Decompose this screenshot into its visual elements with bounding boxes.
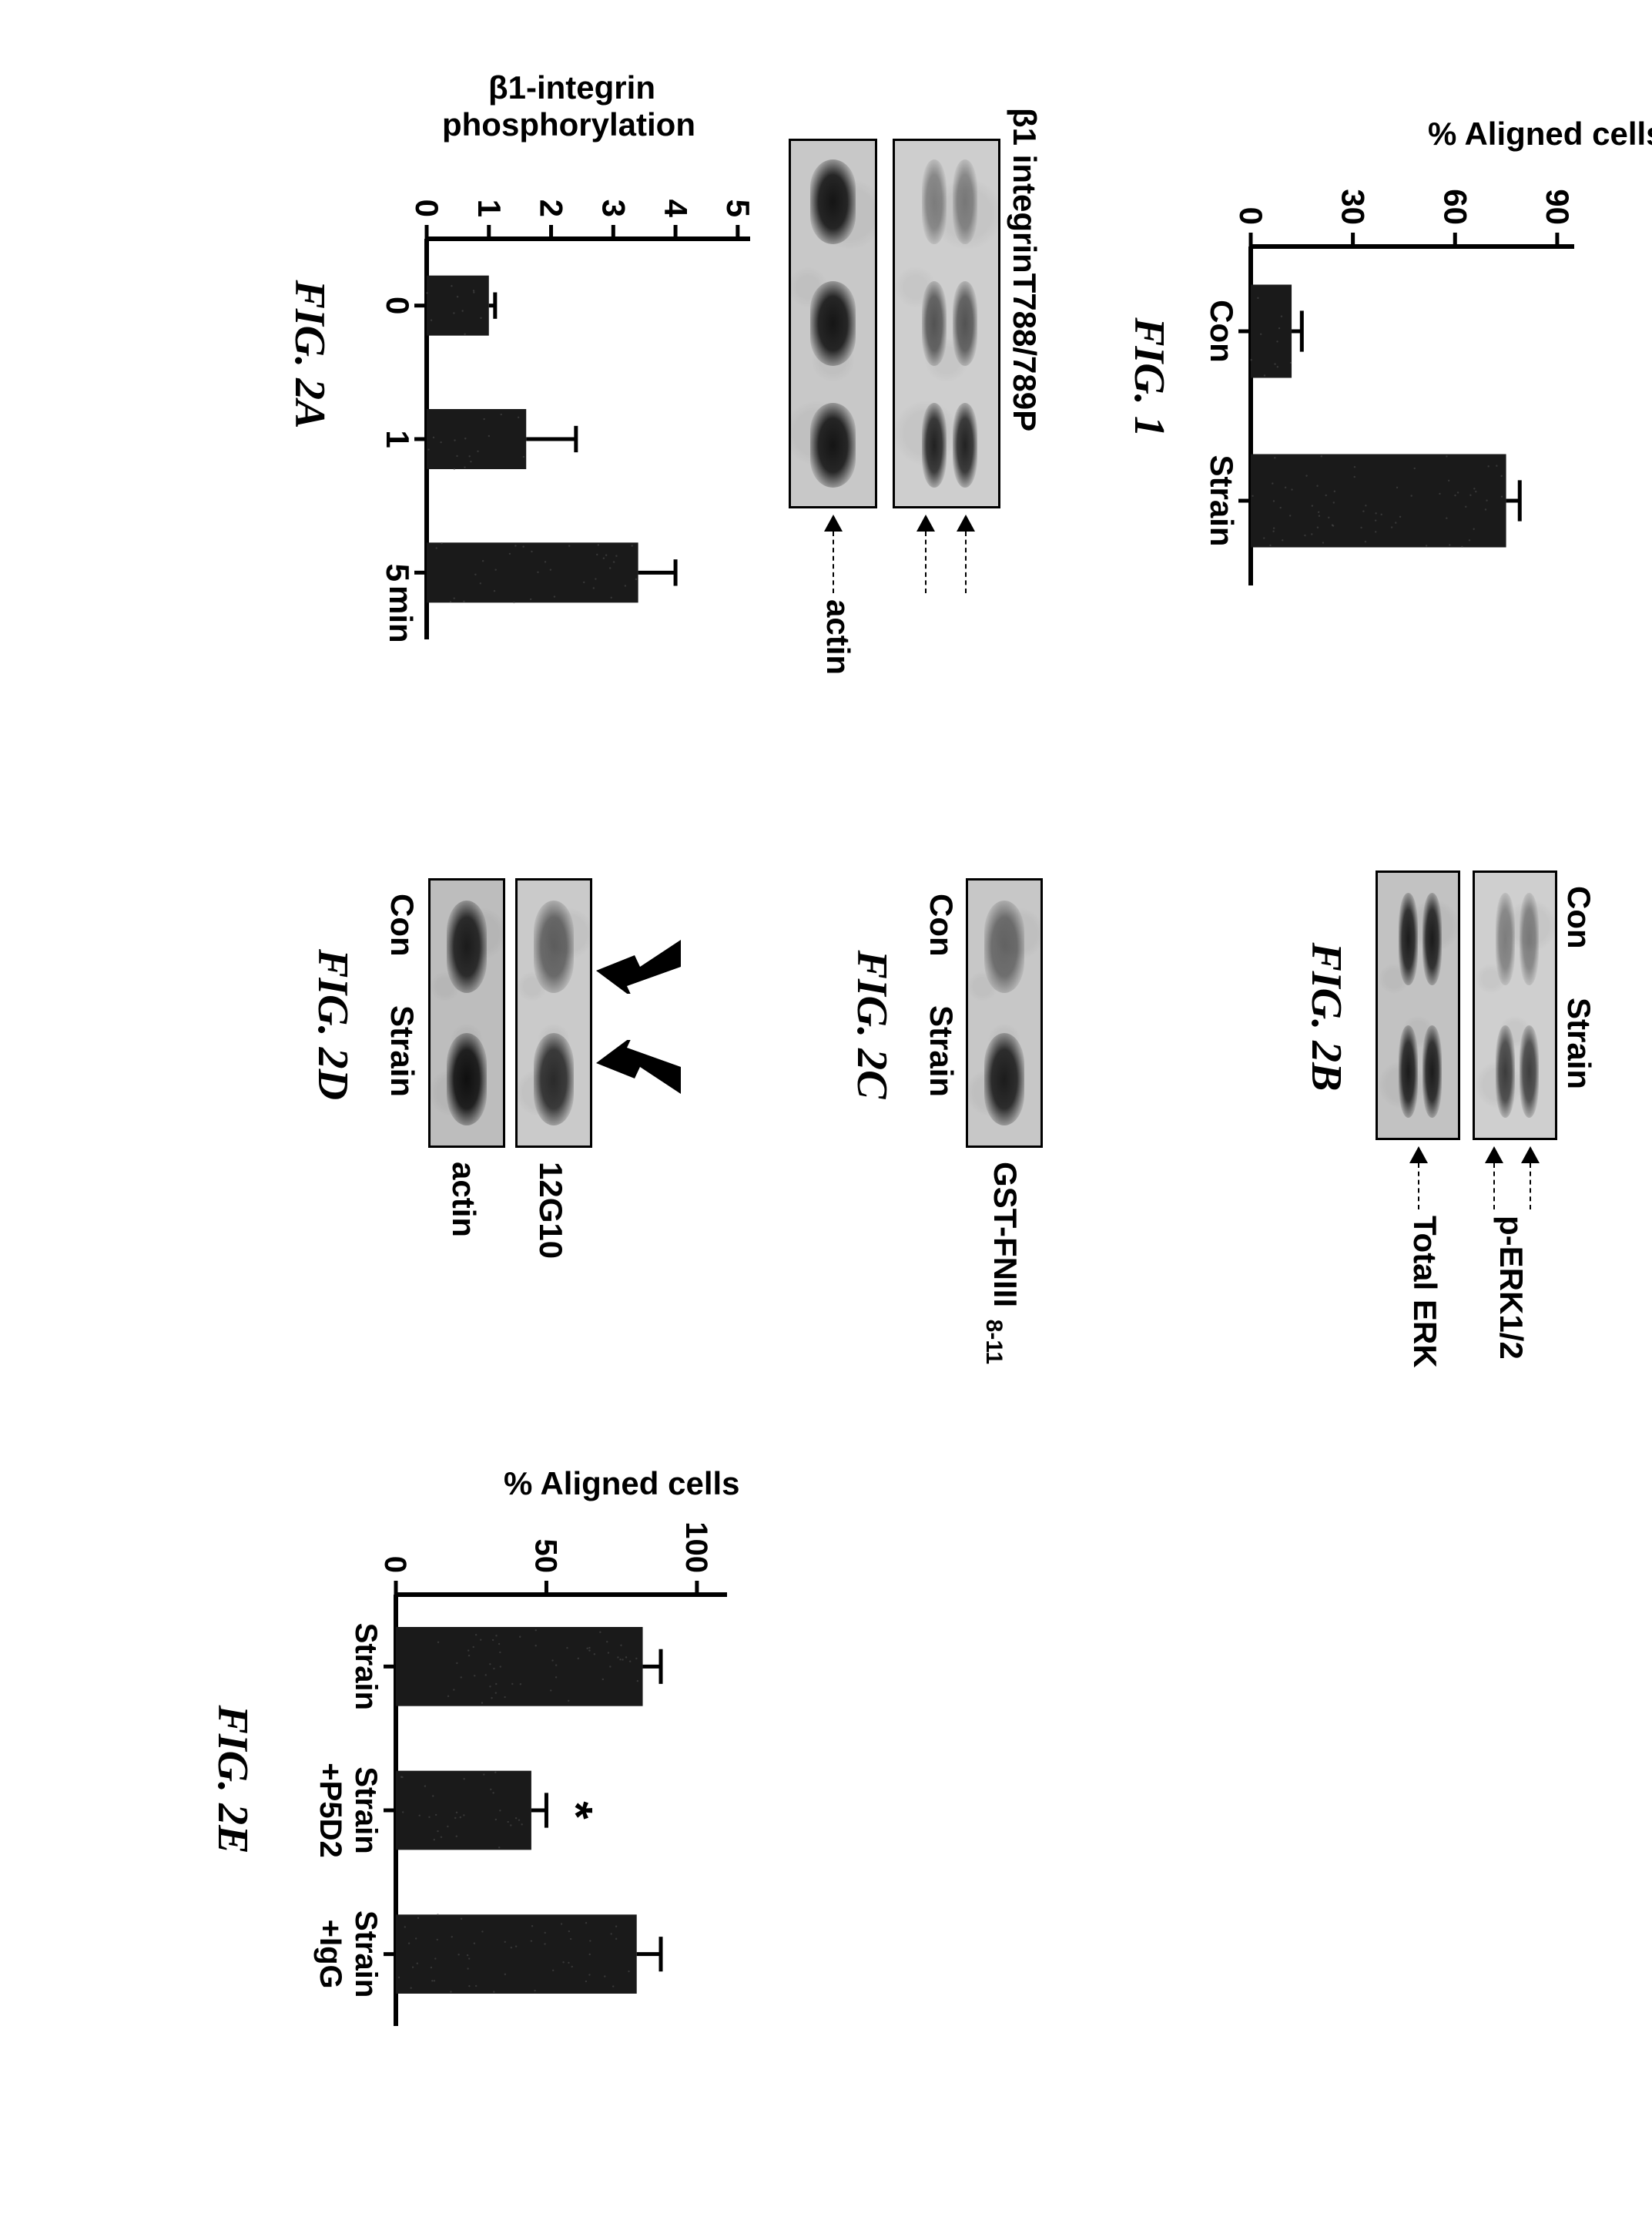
- svg-text:Strain: Strain: [349, 1910, 383, 1998]
- fig2b-lane-con: Con: [1560, 886, 1597, 949]
- fig2e-ylabel: % Aligned cells: [504, 1465, 740, 1502]
- svg-text:1: 1: [471, 200, 508, 217]
- fig2d-lane-con: Con: [384, 894, 421, 957]
- svg-text:5: 5: [380, 564, 416, 582]
- svg-text:Strain: Strain: [349, 1623, 383, 1710]
- fig2c-label-main: GST-FNIII: [987, 1162, 1024, 1307]
- fig2c-lane-con: Con: [923, 894, 960, 957]
- fig2a-top-blot: [893, 139, 1000, 508]
- svg-text:+IgG: +IgG: [313, 1920, 347, 1989]
- svg-text:50: 50: [528, 1539, 562, 1574]
- fig2b-perk-arrow2: [1485, 1146, 1503, 1209]
- svg-text:5: 5: [720, 200, 756, 217]
- svg-text:Strain: Strain: [1204, 455, 1240, 546]
- fig2d-lane-strain: Strain: [384, 1005, 421, 1097]
- fig2a-actin-label: actin: [819, 599, 856, 675]
- fig2a-xlabel: min: [382, 585, 419, 643]
- svg-text:0: 0: [378, 1556, 412, 1573]
- svg-text:60: 60: [1437, 189, 1473, 225]
- fig2b-perk-blot: [1473, 870, 1557, 1140]
- fig2d-bottom-label: actin: [445, 1162, 482, 1237]
- svg-text:*: *: [550, 1801, 601, 1820]
- fig2e-caption: FIG. 2E: [208, 1656, 257, 1903]
- svg-text:+P5D2: +P5D2: [313, 1763, 347, 1857]
- svg-text:90: 90: [1540, 189, 1576, 225]
- svg-text:0: 0: [409, 200, 445, 217]
- fig2b-caption: FIG. 2B: [1302, 901, 1351, 1132]
- fig2a-top-arrow2: [916, 515, 935, 593]
- svg-text:2: 2: [534, 200, 570, 217]
- fig2b-total-label: Total ERK: [1406, 1216, 1443, 1368]
- fig2d-bigarrow-left: [596, 924, 681, 994]
- fig2b-total-arrow: [1409, 1146, 1428, 1209]
- figure-canvas: % Aligned cells 0306090ConStrain FIG. 1 …: [0, 0, 1651, 2234]
- svg-text:Con: Con: [1204, 300, 1240, 363]
- fig2b-lane-strain: Strain: [1560, 998, 1597, 1089]
- fig2b-perk-label: p-ERK1/2: [1493, 1216, 1530, 1360]
- fig2a-blot-title: β1 integrinT788/789P: [1006, 108, 1043, 431]
- svg-text:1: 1: [380, 430, 416, 448]
- fig2c-caption: FIG. 2C: [847, 909, 896, 1140]
- fig2e-chart: 050100StrainStrain+P5D2*Strain+IgG: [250, 1502, 750, 2072]
- fig2d-top-blot: [515, 878, 592, 1148]
- fig1-caption: FIG. 1: [1124, 193, 1174, 562]
- fig2b-totalerk-blot: [1376, 870, 1460, 1140]
- svg-text:0: 0: [380, 297, 416, 314]
- fig2c-lane-strain: Strain: [923, 1005, 960, 1097]
- fig2a-bar-ylabel2: phosphorylation: [442, 106, 695, 143]
- fig2e-panel: % Aligned cells 050100StrainStrain+P5D2*…: [250, 1502, 750, 2157]
- svg-text:3: 3: [595, 200, 632, 217]
- fig1-chart: 0 30 60 90 Con Strain: [1174, 162, 1590, 593]
- fig2a-caption: FIG. 2A: [285, 216, 334, 493]
- fig2c-label: GST-FNIII 8-11: [987, 1162, 1024, 1361]
- fig2c-blot: [966, 878, 1043, 1148]
- svg-text:30: 30: [1335, 189, 1372, 225]
- fig1-ylabel: % Aligned cells: [1428, 116, 1652, 153]
- svg-text:Strain: Strain: [349, 1766, 383, 1853]
- fig2c-label-sub: 8-11: [981, 1320, 1007, 1364]
- fig2a-top-arrow1: [957, 515, 975, 593]
- svg-text:4: 4: [658, 200, 694, 218]
- fig2a-actin-blot: [789, 139, 877, 508]
- fig1-panel: % Aligned cells 0306090ConStrain FIG. 1: [1174, 162, 1590, 639]
- fig2a-bar-ylabel1: β1-integrin: [488, 69, 655, 106]
- svg-text:0: 0: [1233, 207, 1269, 225]
- svg-text:100: 100: [679, 1521, 713, 1573]
- fig2d-bigarrow-right: [596, 1040, 681, 1109]
- fig2d-top-label: 12G10: [532, 1162, 569, 1259]
- fig2a-actin-arrow: [824, 515, 843, 593]
- fig2b-perk-arrow1: [1521, 1146, 1540, 1209]
- fig2d-caption: FIG. 2D: [308, 909, 357, 1140]
- fig2d-bottom-blot: [428, 878, 505, 1148]
